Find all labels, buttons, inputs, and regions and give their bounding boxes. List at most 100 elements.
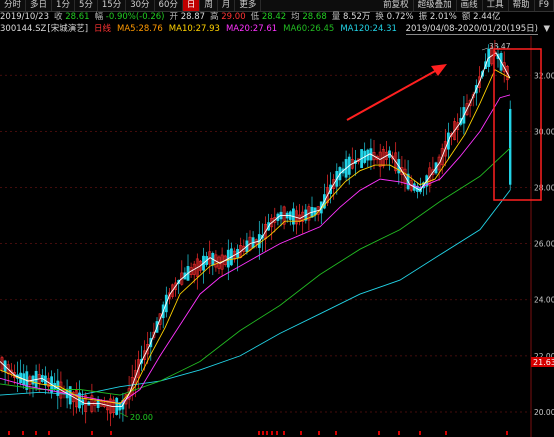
tab-5min[interactable]: 5分 (75, 0, 98, 11)
candle-body (195, 258, 199, 277)
tab-30min[interactable]: 30分 (126, 0, 155, 11)
candle-body (180, 272, 184, 285)
tab-intraday[interactable]: 分时 (0, 0, 27, 11)
candle-body (13, 372, 16, 378)
event-marker (48, 431, 50, 435)
candle-body (214, 254, 218, 268)
event-marker (22, 431, 24, 435)
event-marker (378, 431, 380, 435)
candle-body (307, 206, 311, 221)
candle-body (168, 292, 171, 299)
candle-body (350, 159, 354, 169)
candle-body (477, 76, 481, 88)
avg-label: 均 (291, 12, 300, 22)
open-value: 28.87 (180, 12, 206, 22)
amount-value: 2.44亿 (473, 12, 501, 22)
amplitude-value: 2.01% (429, 12, 457, 22)
tab-daily[interactable]: 日 (182, 0, 201, 11)
candle-body (59, 381, 63, 399)
super-overlay-button[interactable]: 超级叠加 (414, 0, 457, 11)
event-marker (258, 431, 260, 435)
close-label: 收 (54, 12, 63, 22)
candle-body (456, 122, 460, 131)
ma-legend-bar: 300144.SZ [宋城演艺] 日线 MA5:28.76 MA10:27.93… (0, 23, 554, 35)
event-marker (283, 431, 285, 435)
close-value: 28.61 (65, 12, 90, 22)
amount-label: 额 (461, 12, 471, 22)
f9-button[interactable]: F9 (535, 0, 554, 11)
adjust-mode[interactable]: 日线 (94, 24, 112, 34)
tab-60min[interactable]: 60分 (155, 0, 183, 11)
tab-15min[interactable]: 15分 (98, 0, 127, 11)
kline-chart[interactable]: 32.00 30.00 28.00 26.00 24.00 22.00 20.00 33.4… (0, 36, 554, 437)
candle-body (233, 250, 236, 260)
draw-line-button[interactable]: 画线 (457, 0, 483, 11)
candle-body (431, 169, 435, 176)
collapse-triangle-icon[interactable]: ▼ (543, 24, 550, 34)
tab-multi-day[interactable]: 多日 (26, 0, 53, 11)
y-tick-label: 20.00 (534, 408, 554, 417)
low-value: 28.42 (261, 12, 287, 22)
tab-more[interactable]: 更多 (235, 0, 262, 11)
turnover-value: 0.72% (386, 12, 414, 22)
candle-body (124, 394, 128, 405)
stock-code: 300144.SZ (0, 24, 47, 34)
annotation-arrow (346, 64, 447, 121)
ma20-value: MA20:27.61 (225, 24, 278, 34)
candle-body (171, 284, 174, 297)
help-button[interactable]: 帮助 (509, 0, 535, 11)
event-marker (271, 431, 273, 435)
tab-weekly[interactable]: 周 (200, 0, 218, 11)
y-tick-label: 32.00 (534, 71, 554, 80)
candle-body (192, 263, 196, 275)
candle-body (0, 357, 4, 370)
y-tick-label: 28.00 (534, 184, 554, 193)
y-tick-label: 26.00 (534, 240, 554, 249)
ma120-value: MA120:24.31 (340, 24, 397, 34)
candlestick-series (0, 39, 512, 427)
candle-body (384, 151, 388, 160)
event-marker (318, 431, 320, 435)
y-tick-label: 30.00 (534, 127, 554, 136)
ma5-value: MA5:28.76 (117, 24, 163, 34)
moving-average-lines (0, 52, 511, 407)
price-tag: 21.63 (531, 357, 554, 367)
price-tag-value: 21.63 (533, 358, 554, 367)
event-marker (398, 431, 400, 435)
candle-body (502, 62, 506, 73)
ma20-line (0, 94, 511, 405)
candle-body (9, 369, 13, 375)
event-marker (262, 431, 264, 435)
candle-body (71, 391, 75, 403)
toolbar-right: 前复权 超级叠加 画线 工具 帮助 F9 (379, 0, 554, 11)
change-label: 幅 (94, 12, 104, 22)
avg-value: 28.68 (302, 12, 327, 22)
candle-body (332, 179, 336, 189)
event-marker (266, 431, 268, 435)
candle-body (242, 245, 246, 252)
tab-monthly[interactable]: 月 (218, 0, 236, 11)
quote-date: 2019/10/23 (0, 12, 49, 22)
event-marker (445, 431, 447, 435)
tools-button[interactable]: 工具 (483, 0, 509, 11)
candle-body (270, 217, 274, 228)
change-value: -0.90%(-0.26) (105, 12, 165, 22)
event-marker (8, 431, 10, 435)
candle-body (428, 167, 432, 186)
tab-1min[interactable]: 1分 (52, 0, 75, 11)
volume-label: 量 (331, 12, 341, 22)
candle-body (391, 155, 395, 160)
date-range[interactable]: 2019/04/08-2020/01/20(195日) (405, 24, 538, 35)
extreme-labels: 33.47 20.00 (130, 42, 511, 422)
candle-body (301, 211, 305, 222)
event-marker (506, 431, 508, 435)
candle-body (158, 313, 162, 325)
event-marker (35, 431, 37, 435)
low-extreme-label: 20.00 (130, 413, 153, 422)
forward-adjust-button[interactable]: 前复权 (379, 0, 414, 11)
candle-body (326, 187, 329, 204)
candle-body (357, 158, 360, 163)
candle-body (381, 149, 385, 167)
quote-info-bar: 2019/10/23 收 28.61 幅 -0.90%(-0.26) 开 28.… (0, 12, 554, 23)
candle-body (465, 103, 469, 116)
